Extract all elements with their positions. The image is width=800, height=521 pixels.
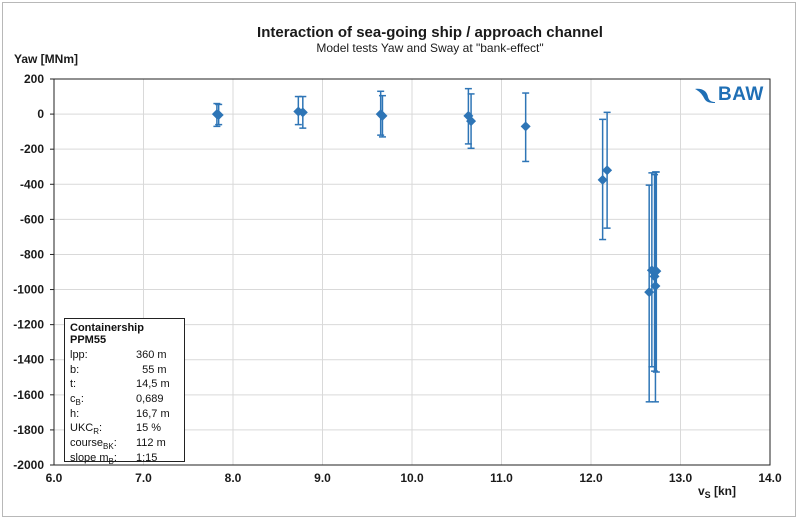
ship-parameter-key-sub: B <box>75 398 81 408</box>
ship-parameters-box: Containership PPM55 lpp: 360 m b: 55 m t: 14… <box>64 318 185 466</box>
x-axis-label: vS [kn] <box>698 484 736 500</box>
tick-labels: 6.0 7.0 8.0 9.0 10.0 11.0 12.0 13.0 14.0 200 0 -200… <box>13 72 782 485</box>
ship-parameter-key-sub: R <box>93 427 100 437</box>
y-tick-label: -800 <box>20 247 44 261</box>
y-tick-label: -600 <box>20 212 44 226</box>
data-point-marker <box>651 266 662 277</box>
ship-parameter-key: cB: <box>70 392 136 407</box>
ship-parameter-key-colon: : <box>80 393 84 406</box>
y-tick-label: -200 <box>20 142 44 156</box>
y-tick-label: -1600 <box>13 388 44 402</box>
ship-parameter-key: courseBK: <box>70 436 136 451</box>
ship-parameter-value: 16,7 m <box>136 407 170 420</box>
data-point-marker <box>466 116 477 127</box>
data-points <box>211 87 662 403</box>
data-point-marker <box>602 165 613 176</box>
data-point-marker <box>597 174 608 185</box>
ship-parameter-value: 14,5 m <box>136 378 170 391</box>
y-axis-label: Yaw [MNm] <box>14 52 78 66</box>
y-tick-label: -1000 <box>13 283 44 297</box>
ship-parameter-row: h: 16,7 m <box>70 407 179 422</box>
data-point-marker <box>213 109 224 120</box>
baw-logo: BAW <box>694 84 764 106</box>
x-axis-label-unit: [kn] <box>711 484 736 498</box>
y-tick-label: -1400 <box>13 353 44 367</box>
ship-parameter-key-sub: BK <box>103 442 114 452</box>
ship-parameter-key-text: b: <box>70 363 80 376</box>
ship-parameter-value: 55 m <box>136 363 167 376</box>
x-tick-label: 11.0 <box>490 471 513 485</box>
y-tick-label: -400 <box>20 177 44 191</box>
ship-parameter-key-colon: : <box>99 422 103 435</box>
ship-parameter-row: cB: 0,689 <box>70 392 179 407</box>
chart-title: Interaction of sea-going ship / approach… <box>257 24 603 41</box>
ship-parameter-key: h: <box>70 407 136 422</box>
x-tick-label: 7.0 <box>135 471 152 485</box>
y-tick-label: -1800 <box>13 423 44 437</box>
baw-logo-icon <box>695 88 715 103</box>
ship-parameter-key-text: c <box>70 393 76 406</box>
data-point-marker <box>520 121 531 132</box>
x-tick-label: 12.0 <box>579 471 603 485</box>
data-point-marker <box>650 281 661 292</box>
ship-parameter-key-text: slope m <box>70 451 109 464</box>
data-point-marker <box>297 107 308 118</box>
chart-subtitle: Model tests Yaw and Sway at "bank-effect… <box>316 41 543 55</box>
data-point-marker <box>644 287 655 298</box>
ship-parameter-value: 15 % <box>136 422 162 435</box>
x-tick-label: 9.0 <box>314 471 331 485</box>
x-tick-label: 6.0 <box>46 471 63 485</box>
ship-parameter-row: UKCR: 15 % <box>70 421 179 436</box>
ship-parameter-value: 0,689 <box>136 393 164 406</box>
ship-parameter-key: slope mB: <box>70 451 136 466</box>
ship-parameter-key: lpp: <box>70 348 136 363</box>
x-tick-label: 10.0 <box>400 471 424 485</box>
data-point-marker <box>377 110 388 121</box>
ship-parameter-key-sub: B <box>108 457 114 466</box>
ship-parameter-key-colon: : <box>113 451 117 464</box>
ship-parameter-value: 112 m <box>136 437 166 450</box>
x-axis-label-main: v <box>698 484 705 498</box>
ship-parameter-row: t: 14,5 m <box>70 377 179 392</box>
ship-parameter-value: 1:15 <box>136 451 158 464</box>
ship-parameter-key: t: <box>70 377 136 392</box>
y-tick-label: 0 <box>37 107 44 121</box>
y-tick-label: -1200 <box>13 318 44 332</box>
x-axis-label-sub: S <box>705 490 711 500</box>
ship-parameter-key-text: UKC <box>70 422 94 435</box>
ship-parameter-key-colon: : <box>113 437 117 450</box>
x-tick-label: 14.0 <box>758 471 782 485</box>
ship-parameter-key-text: t: <box>70 378 77 391</box>
y-tick-label: -2000 <box>13 458 44 472</box>
y-tick-label: 200 <box>24 72 44 86</box>
ship-parameter-key-text: h: <box>70 407 80 420</box>
plot-area-border <box>53 78 771 466</box>
ship-parameter-key-text: course <box>70 437 104 450</box>
ship-parameter-key: b: <box>70 363 136 378</box>
ship-parameter-row: courseBK: 112 m <box>70 436 179 451</box>
ship-parameter-row: slope mB: 1:15 <box>70 451 179 466</box>
ship-parameters-title: Containership PPM55 <box>70 322 144 346</box>
ship-parameters-rows: lpp: 360 m b: 55 m t: 14,5 m cB: 0,689 h: 16,7 m… <box>70 348 179 466</box>
ship-parameter-row: b: 55 m <box>70 363 179 378</box>
ship-parameter-value: 360 m <box>136 349 167 361</box>
x-tick-label: 8.0 <box>225 471 242 485</box>
baw-logo-text: BAW <box>718 84 764 105</box>
ship-parameter-key-text: lpp: <box>70 349 88 361</box>
ship-parameter-key: UKCR: <box>70 421 136 436</box>
x-tick-label: 13.0 <box>669 471 693 485</box>
ship-parameter-row: lpp: 360 m <box>70 348 179 363</box>
